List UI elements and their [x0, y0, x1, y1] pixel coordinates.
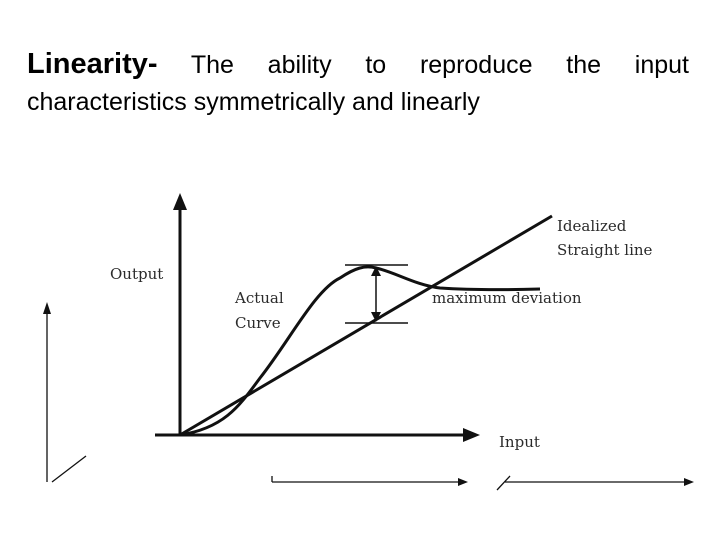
sketch-vertical-arrowhead [43, 302, 51, 314]
input-axis-label: Input [499, 433, 540, 451]
main-axes [155, 205, 470, 437]
actual-curve-label-line1: Actual [234, 289, 284, 307]
output-axis-arrowhead [173, 193, 187, 210]
deviation-marker [345, 264, 408, 324]
deviation-up-arrowhead [371, 266, 381, 276]
actual-curve [179, 265, 541, 437]
background-sketch-lines [46, 310, 686, 491]
idealized-label-line1: Idealized [557, 217, 627, 235]
definition-line-2: characteristics symmetrically and linear… [27, 88, 480, 116]
idealized-straight-line [179, 214, 553, 437]
definition-line-1: The ability to reproduce the input [190, 51, 689, 79]
sketch-horizontal-arrowhead-2 [684, 478, 694, 486]
actual-curve-label-line2: Curve [235, 314, 281, 332]
deviation-down-arrowhead [371, 312, 381, 322]
slide-title: Linearity- The ability to reproduce the … [27, 46, 689, 83]
input-axis-arrowhead [463, 428, 480, 442]
sketch-horizontal-arrowhead-1 [458, 478, 468, 486]
idealized-label-line2: Straight line [557, 241, 653, 259]
sketch-diagonal-line-2 [496, 475, 511, 491]
sketch-diagonal-line [51, 455, 87, 483]
output-axis-label: Output [110, 265, 163, 283]
linearity-term: Linearity- [27, 48, 158, 80]
maximum-deviation-label: maximum deviation [432, 289, 582, 307]
